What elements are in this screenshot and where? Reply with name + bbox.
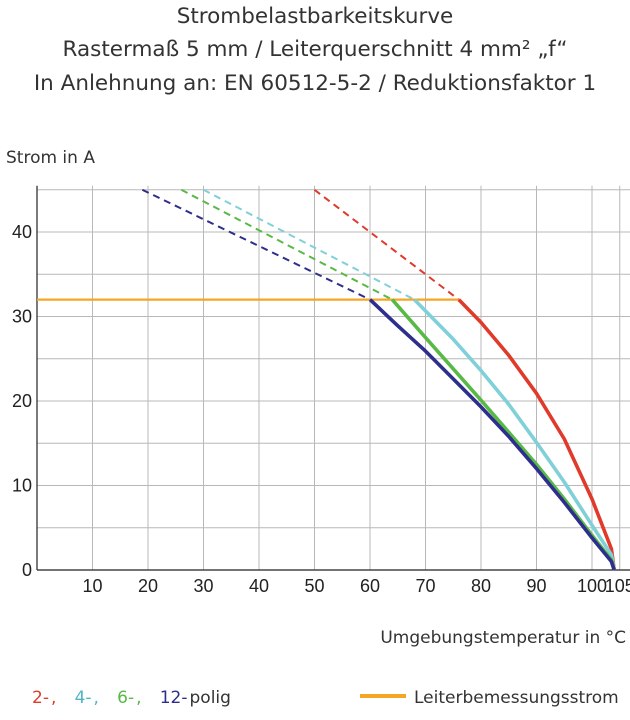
x-tick-label: 80 xyxy=(471,576,491,596)
legend-comma: , xyxy=(50,688,68,708)
legend-entry-6: 6- xyxy=(117,688,135,708)
y-tick-label: 0 xyxy=(22,560,32,580)
y-tick-label: 40 xyxy=(12,222,32,242)
x-tick-label: 105 xyxy=(605,576,630,596)
y-tick-label: 20 xyxy=(12,391,32,411)
legend-series: 2-, 4-, 6-, 12- polig xyxy=(32,688,233,708)
legend-comma: , xyxy=(93,688,110,708)
chart-title: Strombelastbarkeitskurve xyxy=(176,4,454,29)
y-axis-label: Strom in A xyxy=(6,148,95,168)
series-2-line xyxy=(457,298,616,571)
series-12-line xyxy=(368,298,616,571)
series-2-dashed-line xyxy=(313,189,460,301)
legend-entry-2: 2- xyxy=(32,688,49,708)
chart-subtitle-2: In Anlehnung an: EN 60512-5-2 / Reduktio… xyxy=(33,71,597,96)
chart-subtitle-1: Rastermaß 5 mm / Leiterquerschnitt 4 mm²… xyxy=(62,37,568,62)
legend-comma: , xyxy=(136,688,153,708)
x-axis-label: Umgebungstemperatur in °C xyxy=(380,628,626,648)
y-tick-label: 30 xyxy=(12,307,32,327)
series-6-dashed-line xyxy=(180,188,393,301)
x-tick-label: 70 xyxy=(415,576,435,596)
legend-rated-current-label: Leiterbemessungsstrom xyxy=(414,688,619,708)
x-tick-label: 40 xyxy=(249,576,269,596)
legend-entry-12: 12- xyxy=(159,688,188,708)
series-4-line xyxy=(413,298,616,571)
x-tick-label: 90 xyxy=(526,576,546,596)
x-tick-label: 50 xyxy=(304,576,324,596)
x-tick-label: 30 xyxy=(193,576,213,596)
x-tick-label: 10 xyxy=(82,576,102,596)
x-tick-label: 100 xyxy=(577,576,607,596)
series-4-dashed-line xyxy=(203,188,415,301)
legend-suffix: polig xyxy=(189,688,231,708)
y-tick-label: 10 xyxy=(12,476,32,496)
legend-rated-current-swatch xyxy=(360,694,406,698)
legend-rated-current: Leiterbemessungsstrom xyxy=(360,688,619,708)
x-tick-label: 20 xyxy=(138,576,158,596)
legend-entry-4: 4- xyxy=(74,688,92,708)
series-12-dashed-line xyxy=(141,188,371,301)
x-tick-label: 60 xyxy=(360,576,380,596)
